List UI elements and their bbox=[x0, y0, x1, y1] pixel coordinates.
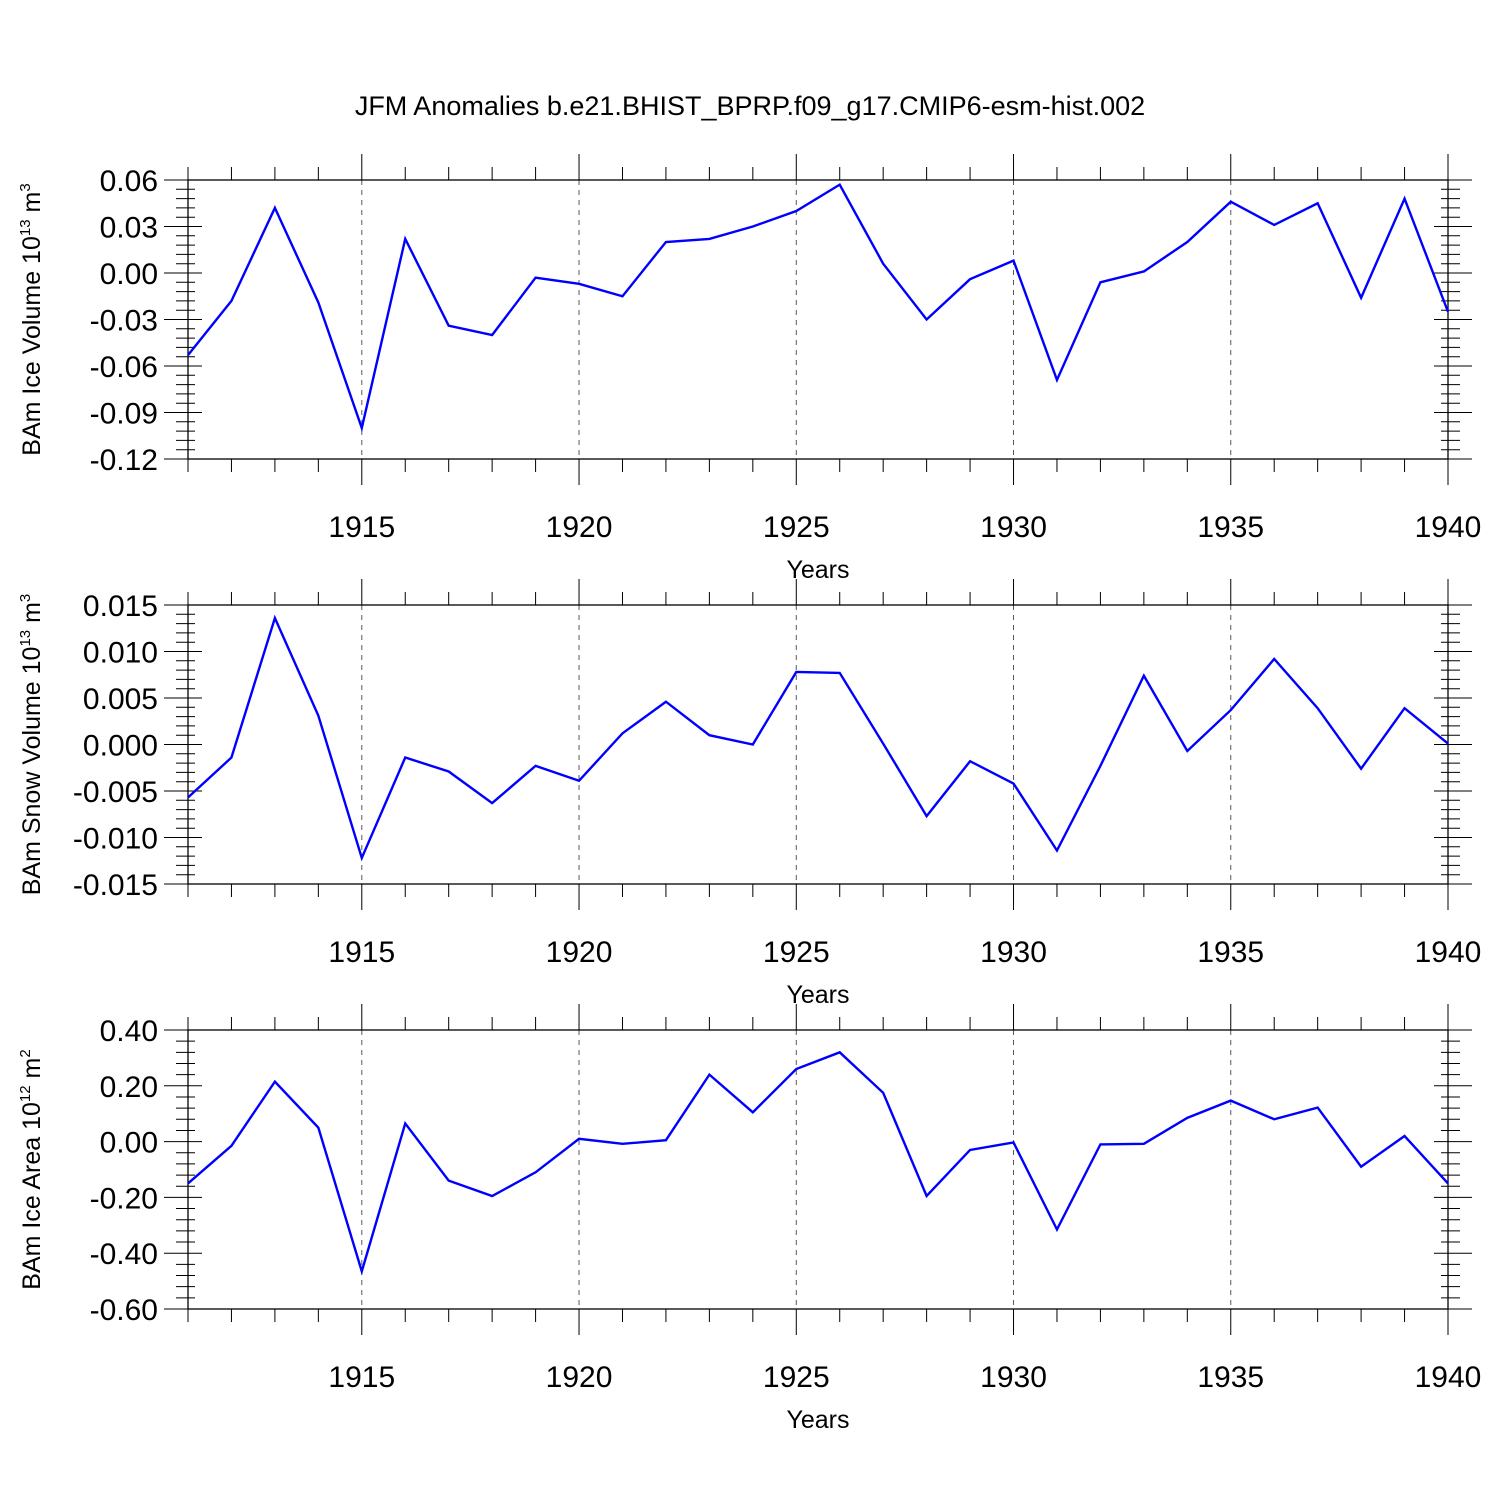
panel2-x-tick-label: 1920 bbox=[546, 936, 613, 969]
panel1-x-tick-label: 1940 bbox=[1415, 511, 1482, 544]
panel3-y-tick-label: 0.00 bbox=[100, 1127, 158, 1160]
panel2-y-tick-label: 0.015 bbox=[83, 590, 158, 623]
panel2-x-tick-label: 1915 bbox=[328, 936, 395, 969]
panel3-x-tick-label: 1915 bbox=[328, 1361, 395, 1394]
panel2-series-line bbox=[188, 618, 1448, 858]
panel3-x-tick-label: 1925 bbox=[763, 1361, 830, 1394]
panel2-y-tick-label: 0.000 bbox=[83, 730, 158, 763]
panel2-plot-frame bbox=[188, 605, 1448, 884]
panel3-x-tick-label: 1930 bbox=[980, 1361, 1047, 1394]
panel1-x-tick-label: 1925 bbox=[763, 511, 830, 544]
panel2-x-tick-label: 1940 bbox=[1415, 936, 1482, 969]
panel1-series-line bbox=[188, 185, 1448, 428]
panel2-x-tick-label: 1935 bbox=[1197, 936, 1264, 969]
panel1-x-tick-label: 1930 bbox=[980, 511, 1047, 544]
panel3-series-line bbox=[188, 1052, 1448, 1271]
panel1-x-tick-label: 1935 bbox=[1197, 511, 1264, 544]
panel2-x-tick-label: 1930 bbox=[980, 936, 1047, 969]
panel3-y-tick-label: 0.20 bbox=[100, 1071, 158, 1104]
panel3-y-tick-label: -0.60 bbox=[90, 1294, 158, 1327]
panel1-y-tick-label: -0.12 bbox=[90, 444, 158, 477]
panel3-plot-frame bbox=[188, 1030, 1448, 1309]
panel3-y-tick-label: -0.40 bbox=[90, 1238, 158, 1271]
panel1-y-axis-title: BAm Ice Volume 1013 m3 bbox=[17, 183, 46, 455]
panel1-x-tick-label: 1915 bbox=[328, 511, 395, 544]
panel1-y-tick-label: -0.06 bbox=[90, 351, 158, 384]
panel2-y-axis-title: BAm Snow Volume 1013 m3 bbox=[17, 594, 46, 896]
panel2-y-tick-label: 0.010 bbox=[83, 637, 158, 670]
panel2-x-tick-label: 1925 bbox=[763, 936, 830, 969]
panel2-y-tick-label: 0.005 bbox=[83, 683, 158, 716]
panel1-plot-frame bbox=[188, 180, 1448, 459]
panel1-y-tick-label: 0.03 bbox=[100, 212, 158, 245]
panel3-x-tick-label: 1920 bbox=[546, 1361, 613, 1394]
panel1-y-tick-label: 0.06 bbox=[100, 165, 158, 198]
panel2-y-tick-label: -0.015 bbox=[73, 869, 158, 902]
panel2-y-tick-label: -0.005 bbox=[73, 776, 158, 809]
panel1-x-tick-label: 1920 bbox=[546, 511, 613, 544]
panel1-y-tick-label: 0.00 bbox=[100, 258, 158, 291]
panel3-y-tick-label: 0.40 bbox=[100, 1015, 158, 1048]
panel1-y-tick-label: -0.09 bbox=[90, 398, 158, 431]
chart-title: JFM Anomalies b.e21.BHIST_BPRP.f09_g17.C… bbox=[355, 91, 1145, 121]
panel3-y-axis-title: BAm Ice Area 1012 m2 bbox=[17, 1049, 46, 1289]
panel3-x-tick-label: 1940 bbox=[1415, 1361, 1482, 1394]
panel3-x-tick-label: 1935 bbox=[1197, 1361, 1264, 1394]
panel3-y-tick-label: -0.20 bbox=[90, 1182, 158, 1215]
panel3-x-axis-title: Years bbox=[786, 1406, 849, 1434]
panel2-y-tick-label: -0.010 bbox=[73, 823, 158, 856]
panel1-y-tick-label: -0.03 bbox=[90, 305, 158, 338]
